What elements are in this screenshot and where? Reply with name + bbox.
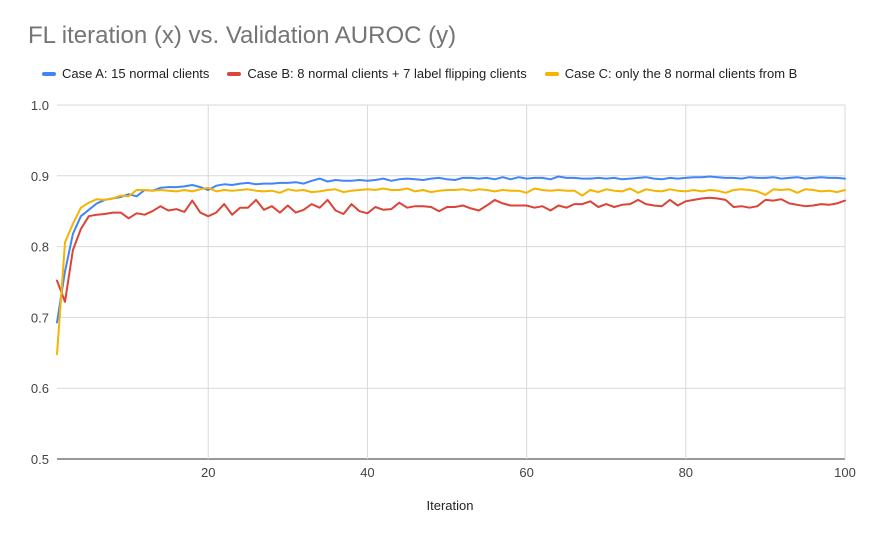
- y-tick-label: 1.0: [31, 98, 49, 113]
- legend-swatch-case-b: [227, 71, 242, 76]
- axis-ticks: 0.5 0.6 0.7 0.8 0.9 1.0 20 40 60 80 100: [31, 98, 856, 480]
- y-tick-label: 0.9: [31, 169, 49, 184]
- x-tick-label: 100: [834, 465, 856, 480]
- gridlines: [57, 104, 846, 460]
- x-tick-label: 60: [519, 465, 533, 480]
- x-axis-title: Iteration: [427, 498, 474, 513]
- x-tick-label: 40: [360, 465, 374, 480]
- x-tick-label: 80: [679, 465, 693, 480]
- x-tick-label: 20: [201, 465, 215, 480]
- legend-swatch-case-a: [42, 71, 56, 76]
- legend-swatch-case-c: [544, 71, 559, 76]
- legend-item-case-b: Case B: 8 normal clients + 7 label flipp…: [227, 66, 527, 81]
- series-lines: [56, 175, 846, 356]
- series-line-case-b: [56, 196, 846, 303]
- chart-legend: Case A: 15 normal clients Case B: 8 norm…: [42, 66, 797, 81]
- legend-label-case-b: Case B: 8 normal clients + 7 label flipp…: [247, 66, 527, 81]
- y-tick-label: 0.8: [31, 240, 49, 255]
- legend-label-case-a: Case A: 15 normal clients: [62, 66, 210, 81]
- legend-item-case-a: Case A: 15 normal clients: [42, 66, 209, 81]
- legend-item-case-c: Case C: only the 8 normal clients from B: [544, 66, 798, 81]
- chart-title: FL iteration (x) vs. Validation AUROC (y…: [28, 22, 457, 49]
- series-line-case-a: [56, 175, 846, 324]
- legend-label-case-c: Case C: only the 8 normal clients from B: [564, 66, 798, 81]
- y-tick-label: 0.5: [31, 452, 49, 467]
- series-line-case-c: [56, 186, 846, 356]
- y-tick-label: 0.7: [31, 310, 49, 325]
- y-tick-label: 0.6: [31, 381, 49, 396]
